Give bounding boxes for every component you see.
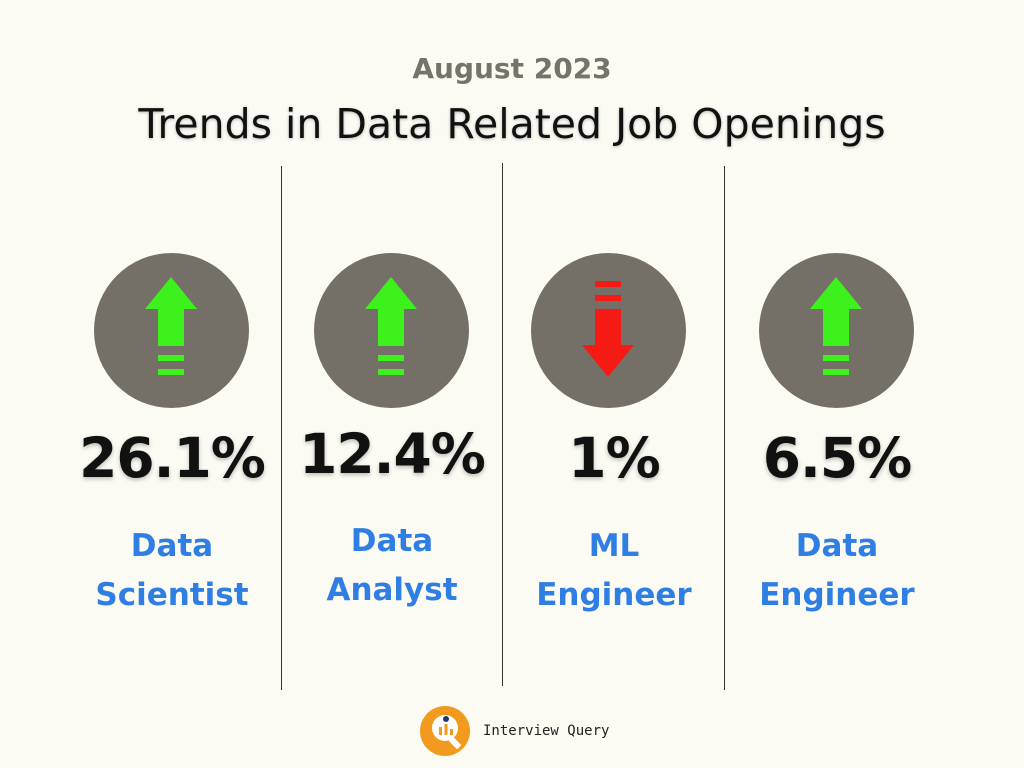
role-label-line: Data (130, 528, 214, 564)
role-label-line: Engineer (536, 577, 692, 613)
role-label-line: ML (588, 528, 640, 564)
role-label: Data Analyst (277, 517, 507, 615)
column-divider (502, 163, 503, 686)
footer-branding: Interview Query (420, 706, 620, 756)
role-label: ML Engineer (499, 522, 729, 620)
trend-up-icon (314, 253, 469, 408)
trend-down-icon (531, 253, 686, 408)
trend-percent: 26.1% (79, 426, 266, 490)
column-divider (281, 166, 282, 690)
role-label-line: Engineer (759, 577, 915, 613)
role-label: Data Scientist (57, 522, 287, 620)
report-date: August 2023 (412, 52, 612, 85)
brand-name: Interview Query (483, 723, 610, 739)
trend-percent: 6.5% (762, 426, 913, 490)
trend-percent: 12.4% (299, 422, 486, 486)
interview-query-logo-icon (420, 706, 470, 756)
trend-up-icon (759, 253, 914, 408)
role-label-line: Analyst (326, 572, 458, 608)
role-label: Data Engineer (722, 522, 952, 620)
role-label-line: Data (350, 523, 434, 559)
trend-percent: 1% (568, 426, 660, 490)
trend-up-icon (94, 253, 249, 408)
page-title: Trends in Data Related Job Openings (138, 100, 886, 148)
role-label-line: Scientist (95, 577, 249, 613)
role-label-line: Data (795, 528, 879, 564)
column-divider (724, 166, 725, 690)
